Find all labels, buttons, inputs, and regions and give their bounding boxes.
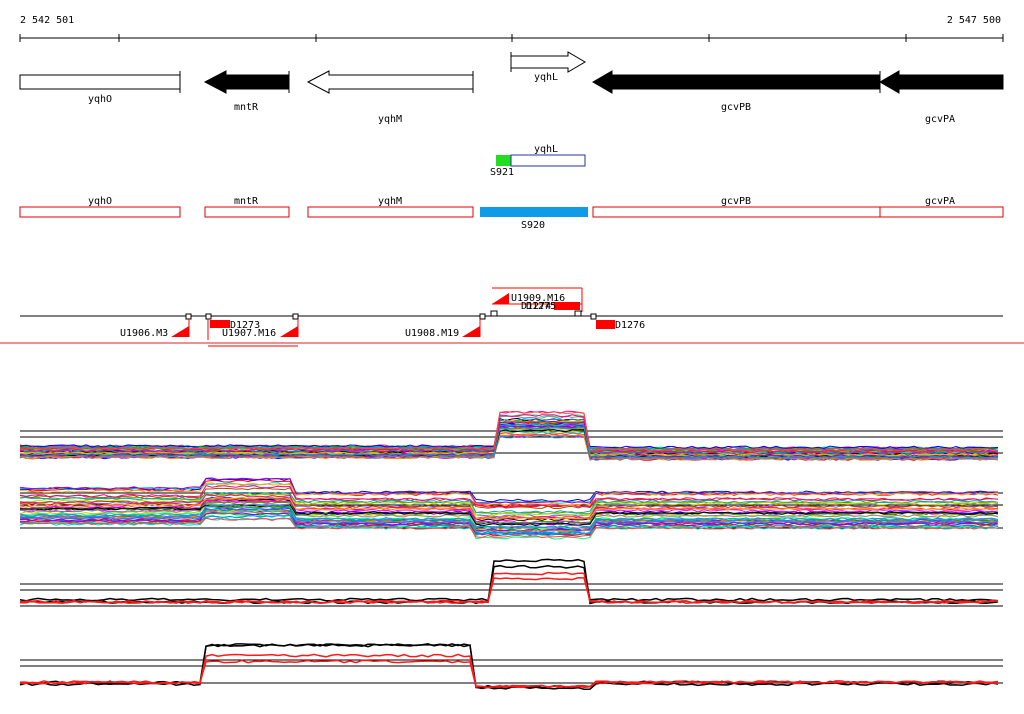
expression-profile-line: [19, 414, 999, 454]
gene-label: gcvPB: [721, 102, 751, 113]
transcript-S921[interactable]: [496, 155, 511, 166]
feature-D1276[interactable]: D1276: [596, 320, 645, 331]
operon-label: gcvPB: [721, 196, 751, 207]
feature-U1908-M19[interactable]: U1908.M19: [405, 319, 481, 339]
coord-end-label: 2 547 500: [947, 15, 1001, 26]
feature-U1906-M3[interactable]: U1906.M3: [120, 319, 190, 339]
feature-label: U1908.M19: [405, 328, 459, 339]
operon-label: yqhO: [88, 196, 112, 207]
expression-profile-line: [19, 504, 999, 530]
expression-profile-line: [19, 504, 999, 525]
feature-label: U1909.M16: [511, 293, 565, 304]
gene-yqhL[interactable]: yqhL: [510, 51, 586, 83]
expression-panel-4: [19, 643, 1003, 690]
expression-profile-line: [19, 485, 999, 508]
feature-label: U1906.M3: [120, 328, 168, 339]
expression-profile-line: [19, 477, 999, 504]
feature-D1274[interactable]: D1274: [521, 301, 580, 312]
transcript-track: yqhL S921: [490, 144, 586, 178]
feature-label: D1273: [230, 320, 260, 331]
transcript-label: S921: [490, 167, 514, 178]
expression-profile-line: [19, 517, 999, 539]
segment-S920[interactable]: S920: [480, 207, 588, 231]
operon-yqhM[interactable]: yqhM: [307, 196, 474, 218]
expression-profile-line: [19, 564, 999, 602]
segment-label: S920: [521, 220, 545, 231]
operon-gcvPA[interactable]: gcvPA: [879, 196, 1004, 218]
expression-profile-line: [19, 577, 999, 605]
expression-profile-line: [20, 558, 999, 605]
gene-gcvPA[interactable]: gcvPA: [879, 70, 1004, 125]
feature-D1275[interactable]: D1275: [526, 301, 556, 312]
expression-panel-2: [19, 477, 1003, 540]
feature-U1909-M16[interactable]: U1909.M16: [492, 287, 583, 312]
feature-label: U1907.M16: [222, 328, 276, 339]
transcript-yqhL[interactable]: [510, 154, 586, 167]
expression-profile-line: [19, 496, 999, 518]
feature-D1273[interactable]: D1273: [210, 320, 260, 331]
expression-profile-line: [19, 496, 999, 520]
operon-yqhO[interactable]: yqhO: [19, 196, 181, 218]
gene-gcvPB[interactable]: gcvPB: [592, 70, 881, 113]
expression-panel-1: [19, 410, 1003, 461]
transcript-label: yqhL: [534, 144, 558, 155]
coordinate-ruler: 2 542 501 2 547 500: [19, 15, 1004, 42]
gene-label: yqhO: [88, 94, 112, 105]
expression-profile-line: [19, 477, 999, 503]
gene-yqhO[interactable]: yqhO: [19, 71, 181, 105]
expression-profile-line: [20, 426, 999, 459]
operon-label: mntR: [234, 196, 259, 207]
gene-label: yqhM: [378, 114, 402, 125]
expression-profile-line: [19, 511, 999, 532]
expression-profile-line: [19, 503, 999, 527]
gene-label: yqhL: [534, 72, 558, 83]
expression-profile-line: [19, 653, 999, 689]
feature-track: U1909.M16 D1274 D1275 U1906.M3 D1273: [20, 287, 1003, 347]
feature-label: D1276: [615, 320, 645, 331]
expression-profile-line: [19, 410, 999, 452]
expression-profile-line: [19, 501, 999, 525]
coord-start-label: 2 542 501: [20, 15, 74, 26]
gene-track: yqhO mntR yqhM yqhL gcvPB gcvPA: [19, 51, 1004, 125]
gene-yqhM[interactable]: yqhM: [306, 70, 474, 125]
operon-track: yqhO mntR yqhM S920 gcvPB gcvPA: [19, 196, 1004, 231]
expression-profile-line: [19, 507, 999, 535]
expression-profile-line: [19, 491, 999, 514]
expression-profile-line: [19, 510, 999, 533]
gene-mntR[interactable]: mntR: [203, 70, 290, 113]
operon-mntR[interactable]: mntR: [204, 196, 290, 218]
operon-label: yqhM: [378, 196, 402, 207]
expression-profile-line: [19, 426, 999, 461]
feature-label: D1274: [521, 301, 551, 312]
expression-profile-line: [19, 515, 999, 535]
operon-label: gcvPA: [925, 196, 955, 207]
gene-label: mntR: [234, 102, 259, 113]
gene-label: gcvPA: [925, 114, 955, 125]
expression-panel-3: [19, 558, 1003, 607]
expression-profile-line: [19, 487, 999, 510]
feature-label: D1275: [526, 301, 556, 312]
operon-gcvPB[interactable]: gcvPB: [592, 196, 881, 218]
